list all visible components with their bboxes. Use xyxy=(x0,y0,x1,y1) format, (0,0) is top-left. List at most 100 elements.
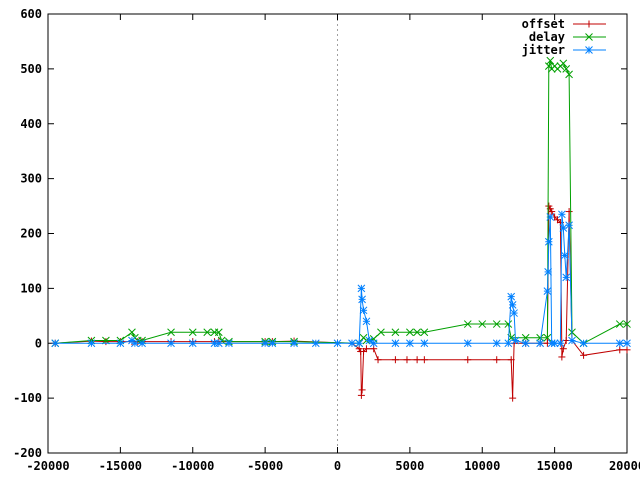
data-point xyxy=(579,339,588,348)
data-point xyxy=(102,338,110,346)
data-point xyxy=(507,356,515,364)
data-point xyxy=(358,386,366,394)
data-point xyxy=(357,391,365,399)
data-point xyxy=(615,339,624,348)
data-point xyxy=(562,273,571,282)
data-point xyxy=(560,251,569,260)
data-point xyxy=(290,339,298,348)
data-point xyxy=(362,345,370,353)
data-point xyxy=(167,339,175,348)
x-axis: -20000 -15000 -10000 -5000 0 5000 10000 15000 20… xyxy=(26,14,640,473)
data-point xyxy=(508,300,517,309)
y-tick-label: 500 xyxy=(20,62,42,76)
data-point xyxy=(464,356,472,364)
data-point xyxy=(521,339,530,348)
series-line xyxy=(55,60,627,344)
data-point xyxy=(463,320,472,328)
data-point xyxy=(348,339,356,348)
x-tick-label: 5000 xyxy=(395,459,424,473)
data-point xyxy=(623,339,631,348)
data-point xyxy=(623,320,631,328)
data-point xyxy=(167,328,175,337)
data-point xyxy=(225,339,233,348)
data-point xyxy=(333,339,342,348)
data-point xyxy=(521,333,530,342)
data-point xyxy=(359,306,368,315)
data-point xyxy=(543,333,552,342)
data-point xyxy=(492,339,501,348)
data-point xyxy=(413,356,421,364)
x-tick-label: -20000 xyxy=(26,459,69,473)
data-point xyxy=(558,210,566,219)
y-tick-label: -100 xyxy=(13,391,42,405)
data-point xyxy=(504,320,513,328)
data-point xyxy=(478,320,487,328)
data-point xyxy=(536,339,545,348)
y-axis: -200 -100 0 100 200 300 400 500 600 xyxy=(13,7,627,460)
series-delay xyxy=(51,56,631,348)
data-point xyxy=(130,339,139,348)
data-point xyxy=(556,339,565,348)
data-point xyxy=(558,353,566,361)
data-point xyxy=(362,317,371,326)
data-point xyxy=(463,339,472,348)
data-point xyxy=(420,356,428,364)
data-point xyxy=(492,320,501,328)
data-point xyxy=(355,339,364,348)
data-point xyxy=(493,356,501,364)
data-point xyxy=(509,394,517,402)
x-tick-label: -15000 xyxy=(99,459,142,473)
y-tick-label: 600 xyxy=(20,7,42,21)
data-point xyxy=(311,339,320,348)
data-point xyxy=(507,292,516,301)
data-point xyxy=(420,328,429,337)
data-point xyxy=(543,287,552,295)
data-point xyxy=(214,339,223,348)
data-point xyxy=(406,339,414,348)
data-point xyxy=(544,237,553,246)
data-point xyxy=(261,339,269,348)
data-point xyxy=(357,284,366,293)
data-point xyxy=(403,356,411,364)
data-point xyxy=(413,328,421,337)
data-point xyxy=(188,328,197,337)
x-tick-label: 10000 xyxy=(464,459,500,473)
legend-label: delay xyxy=(529,30,565,44)
data-point xyxy=(548,208,556,216)
data-point xyxy=(391,356,399,364)
data-point xyxy=(559,59,568,68)
x-tick-label: 20000 xyxy=(609,459,640,473)
data-point xyxy=(536,333,545,342)
x-tick-label: 0 xyxy=(334,459,341,473)
data-point xyxy=(87,339,96,348)
data-point xyxy=(504,339,513,348)
y-tick-label: 100 xyxy=(20,281,42,295)
data-point xyxy=(544,268,552,276)
y-tick-label: 400 xyxy=(20,117,42,131)
data-point xyxy=(585,33,593,41)
x-tick-label: -5000 xyxy=(247,459,283,473)
data-point xyxy=(585,20,593,28)
data-point xyxy=(568,336,576,345)
data-point xyxy=(406,328,414,337)
data-point xyxy=(565,208,573,216)
data-point xyxy=(580,351,588,359)
data-point xyxy=(615,320,624,328)
data-point xyxy=(585,46,593,54)
data-point xyxy=(188,339,197,348)
data-point xyxy=(565,70,573,79)
data-point xyxy=(358,295,366,304)
data-point xyxy=(565,221,573,230)
data-point xyxy=(51,339,60,348)
data-point xyxy=(391,328,400,337)
data-point xyxy=(128,328,136,337)
data-point xyxy=(546,213,555,221)
series-offset xyxy=(51,202,631,402)
data-point xyxy=(420,339,429,348)
data-point xyxy=(562,65,571,73)
data-point xyxy=(546,56,555,65)
data-point xyxy=(510,309,518,317)
